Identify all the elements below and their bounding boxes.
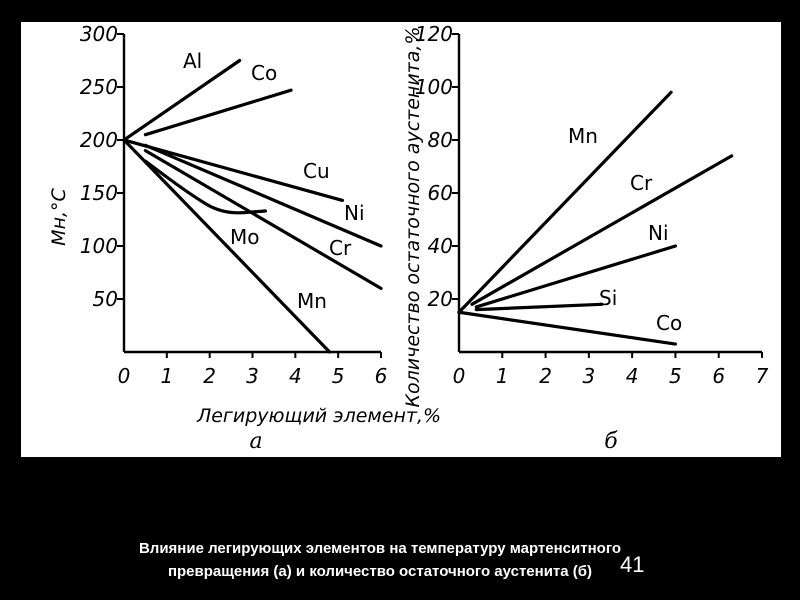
panel-a-label-al: Al [183,49,202,73]
panel-a-chart: 50 100 150 200 250 300 0 1 2 3 4 5 6 Mн,°C Al Co Cu Ni Cr M… [48,22,387,388]
panel-b-series-co [457,310,678,346]
panel-b-label-si: Si [599,286,617,310]
panel-b-y-tick-label: 80 [428,128,453,152]
panel-b-y-axis-label: Количество остаточного аустенита,% [402,27,424,408]
figure-caption: Влияние легирующих элементов на температ… [40,537,720,583]
panel-a-label-mo: Mo [230,225,260,249]
panel-a-x-tick-label: 1 [160,364,173,388]
panel-a-x-tick-label: 6 [375,364,388,388]
page-number: 41 [620,552,645,577]
panel-b-x-tick-label: 1 [496,364,509,388]
panel-a-y-tick-label: 300 [80,22,118,46]
panel-a-x-tick-label: 3 [246,364,259,388]
panel-b-x-tick-label: 6 [712,364,725,388]
panel-a-label-cu: Cu [303,159,330,183]
panel-b-chart: 20 40 60 80 100 120 0 1 2 3 4 5 6 7 Количество остаточ… [402,22,769,407]
panel-a-label-mn: Mn [297,289,327,313]
shared-x-axis-label: Легирующий элемент,% [196,405,441,427]
panel-b-x-tick-label: 7 [756,364,769,388]
panel-a-y-tick-label: 50 [93,287,118,311]
panel-b-y-tick-label: 120 [415,22,453,46]
panel-b-y-tick-label: 20 [428,287,453,311]
panel-a-series-ni [143,143,383,248]
panel-b-x-tick-label: 0 [453,364,466,388]
panel-a-y-tick-label: 200 [80,128,118,152]
panel-a-y-tick-label: 150 [80,181,118,205]
panel-a-series-mo [143,159,267,215]
panel-a-x-tick-label: 2 [203,364,216,388]
panel-a-y-tick-label: 100 [80,234,118,258]
panel-a-label-cr: Cr [329,236,352,260]
panel-a-x-tick-label: 0 [118,364,131,388]
panel-b-x-tick-label: 4 [626,364,639,388]
panel-a-letter: а [249,429,262,454]
panel-b-letter: б [604,429,618,454]
panel-a-series-cr [143,149,383,290]
panel-a-label-co: Co [251,61,277,85]
panel-a-label-ni: Ni [344,201,365,225]
panel-a-y-axis-label: Mн,°C [48,187,70,245]
panel-a-y-tick-label: 250 [80,75,118,99]
panel-a-x-tick-label: 5 [332,364,345,388]
panel-b-label-mn: Mn [568,124,598,148]
panel-b-x-tick-label: 2 [539,364,552,388]
panel-b-series-cr [470,154,734,306]
caption-line-1: Влияние легирующих элементов на температ… [138,540,622,557]
panel-b-label-co: Co [656,311,682,335]
panel-b-series-si [474,302,604,312]
panel-b-label-cr: Cr [630,171,653,195]
panel-b-y-tick-label: 60 [428,181,453,205]
panel-b-x-tick-label: 5 [669,364,682,388]
panel-b-y-tick-label: 40 [428,234,453,258]
panel-b-series-mn [457,90,673,314]
panel-b-x-tick-label: 3 [582,364,595,388]
figure-area: 50 100 150 200 250 300 0 1 2 3 4 5 6 Mн,°C Al Co Cu Ni Cr M… [21,22,781,457]
panel-a-series-al [122,58,242,142]
panel-b-y-tick-label: 100 [415,75,453,99]
panel-a-x-tick-label: 4 [289,364,302,388]
caption-line-2: превращения (а) и количество остаточного… [167,563,593,580]
panel-b-series-ni [474,244,678,309]
panel-a-series-co [143,88,293,137]
panel-a-series-mn [122,138,332,354]
panel-b-label-ni: Ni [648,221,669,245]
